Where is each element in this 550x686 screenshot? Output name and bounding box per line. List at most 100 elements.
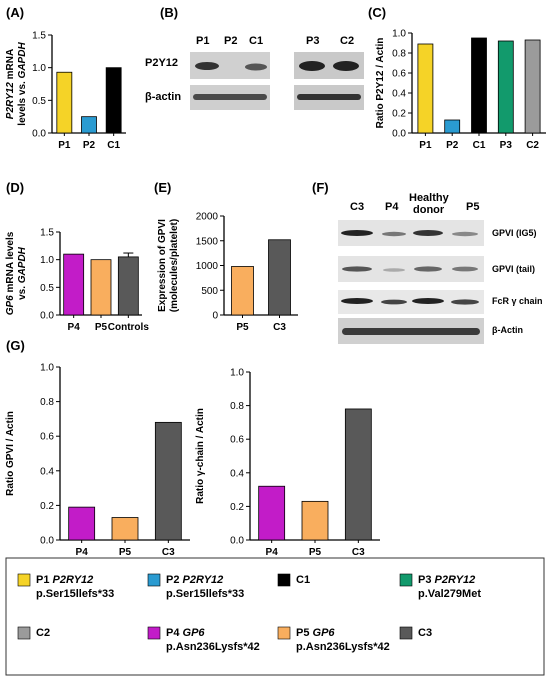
chart-e: 0 500 1000 1500 2000 Expression of GPVI (molec… <box>157 212 298 333</box>
blot-b-band-p1 <box>195 62 219 70</box>
blot-f-lane-donor: donor <box>413 204 445 216</box>
legend-swatch-p5 <box>277 626 291 640</box>
y-tick-label-g1: 1.0 <box>40 363 54 374</box>
bar-d-p4 <box>63 253 85 316</box>
blot-f-row-ig5: GPVI (IG5) <box>492 228 537 238</box>
y-tick-label-e: 2000 <box>196 212 219 223</box>
bar-c-p2 <box>444 119 461 134</box>
bar-g2-c3 <box>344 408 372 541</box>
legend-swatch-p3 <box>399 573 413 587</box>
bar-g2-p5 <box>301 500 329 541</box>
legend-label-c3: C3 <box>418 627 432 639</box>
legend-label-p4: P4 GP6 <box>166 627 205 639</box>
category-label-c: C1 <box>473 140 486 151</box>
category-label-g2: C3 <box>352 547 365 558</box>
blot-f-row-fcr: FcR γ chain <box>492 296 543 306</box>
category-label-c: P2 <box>446 140 459 151</box>
y-tick-label-d: 0.5 <box>40 283 54 294</box>
bar-e-p5 <box>231 266 254 316</box>
y-axis-title-c: Ratio P2Y12 / Actin <box>375 38 386 129</box>
bar-c-c2 <box>524 39 541 134</box>
y-tick-label-e: 0 <box>212 311 218 322</box>
blot-f-row-tail: GPVI (tail) <box>492 264 535 274</box>
legend-swatch-p1 <box>17 573 31 587</box>
blot-b-band-actin-right <box>297 94 361 100</box>
y-axis-title-d: vs. GAPDH <box>17 246 28 300</box>
panel-label-f: (F) <box>312 180 329 195</box>
legend-label-p1: P1 P2RY12 <box>36 574 93 586</box>
blot-f-band-fcr-p4 <box>381 299 407 305</box>
y-axis-title-a: P2RY12 mRNA <box>5 49 16 119</box>
y-axis-title-e: Expression of GPVI <box>157 219 168 312</box>
category-label-d: Controls <box>108 322 150 333</box>
panel-label-c: (C) <box>368 5 386 20</box>
category-label-e: C3 <box>273 322 286 333</box>
y-tick-label-a: 0.0 <box>32 129 46 140</box>
bar-c-p1 <box>417 43 434 134</box>
blot-f-band-actin <box>342 328 480 335</box>
bar-g1-c3 <box>154 421 182 541</box>
bar-a-p2 <box>81 116 97 134</box>
blot-f-band-fcr-p5 <box>451 299 479 305</box>
blot-b-band-actin-left <box>193 94 267 100</box>
category-label-c: P1 <box>419 140 432 151</box>
bar-c-c1 <box>471 37 487 134</box>
blot-f-lane-p5: P5 <box>466 201 479 213</box>
blot-f-row-actin: β-Actin <box>492 325 523 335</box>
blot-f-lane-healthy: Healthy <box>409 192 450 204</box>
blot-b-lane-p3: P3 <box>306 35 319 47</box>
y-tick-label-g1: 0.6 <box>40 432 54 443</box>
legend-label-c2: C2 <box>36 627 50 639</box>
y-tick-label-c: 0.0 <box>392 129 406 140</box>
y-tick-label-g1: 0.0 <box>40 536 54 547</box>
y-tick-label-c: 0.4 <box>392 89 406 100</box>
legend-mutation-p1: p.Ser15llefs*33 <box>36 588 114 600</box>
y-axis-title-d: GP6 mRNA levels <box>5 231 16 315</box>
y-tick-label-g2: 0.8 <box>230 401 244 412</box>
legend-frame <box>5 557 545 676</box>
legend: P1 P2RY12 p.Ser15llefs*33 P2 P2RY12 p.Ser15… <box>5 557 545 676</box>
category-label-a: P1 <box>58 140 71 151</box>
legend-label-c1: C1 <box>296 574 310 586</box>
legend-swatch-c3 <box>399 626 413 640</box>
bar-c-p3 <box>497 40 514 134</box>
blot-b: P1 P2 C1 P3 C2 P2Y12 β-actin <box>145 35 364 110</box>
y-tick-label-g2: 0.2 <box>230 502 244 513</box>
legend-swatch-c1 <box>277 573 291 587</box>
bar-d-controls <box>117 256 139 316</box>
category-label-c: P3 <box>500 140 513 151</box>
blot-b-band-p3 <box>299 61 325 71</box>
legend-label-p3: P3 P2RY12 <box>418 574 475 586</box>
blot-f-lane-c3: C3 <box>350 201 364 213</box>
legend-mutation-p3: p.Val279Met <box>418 588 481 600</box>
y-tick-label-c: 0.8 <box>392 49 406 60</box>
y-tick-label-d: 1.5 <box>40 228 54 239</box>
legend-swatch-p2 <box>147 573 161 587</box>
y-tick-label-g2: 1.0 <box>230 368 244 379</box>
category-label-g1: C3 <box>162 547 175 558</box>
category-label-g2: P4 <box>266 547 279 558</box>
category-label-d: P5 <box>95 322 108 333</box>
y-tick-label-c: 0.2 <box>392 109 406 120</box>
y-axis-title-a: levels vs. GAPDH <box>17 42 28 126</box>
y-axis-title-g1: Ratio GPVI / Actin <box>5 411 16 496</box>
bar-g1-p4 <box>68 506 96 541</box>
blot-b-row-actin: β-actin <box>145 91 181 103</box>
bar-g2-p4 <box>258 485 286 541</box>
panel-label-g: (G) <box>6 338 25 353</box>
category-label-g1: P4 <box>76 547 89 558</box>
y-tick-label-e: 1000 <box>196 261 219 272</box>
category-label-e: P5 <box>236 322 249 333</box>
blot-f-band-ig5-p5 <box>452 231 478 237</box>
blot-b-band-c1 <box>245 63 267 71</box>
chart-d: 0.0 0.5 1.0 1.5 GP6 mRNA levels vs. GAPDH P4 P5… <box>5 228 149 334</box>
category-label-g2: P5 <box>309 547 322 558</box>
bar-e-c3 <box>268 239 291 316</box>
legend-label-p2: P2 P2RY12 <box>166 574 223 586</box>
y-axis-title-e: (molecules/platelet) <box>169 219 180 312</box>
blot-f: C3 P4 Healthy donor P5 GPVI (IG5) GPVI (… <box>338 192 543 344</box>
y-tick-label-a: 1.5 <box>32 31 46 42</box>
bar-a-p1 <box>56 71 73 134</box>
bar-a-c1 <box>105 67 122 134</box>
category-label-c: C2 <box>526 140 539 151</box>
